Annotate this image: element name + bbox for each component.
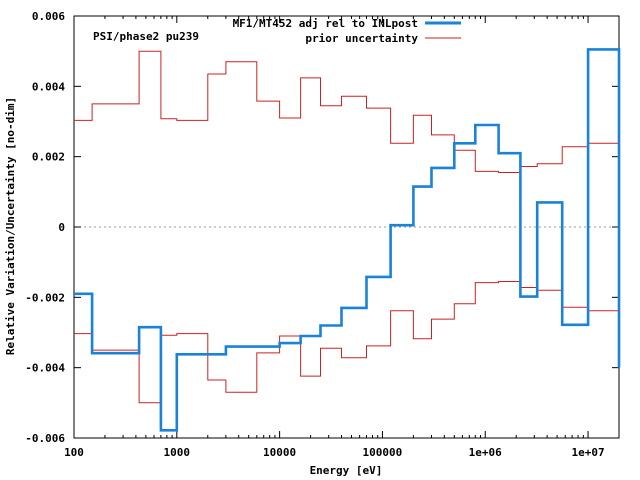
adjustment-series <box>74 48 621 432</box>
legend-label-adj: MF1/MT452 adj rel to INLpost <box>233 17 418 30</box>
prior-uncertainty-lower <box>74 281 620 404</box>
x-tick-label: 1e+06 <box>469 446 502 459</box>
y-tick-label: 0.002 <box>32 151 65 164</box>
x-tick-label: 100 <box>64 446 84 459</box>
prior-uncertainty-upper <box>74 50 620 173</box>
axis-ticks: 100 1000 10000 100000 1e+06 1e+07 0.006 0.004 0.… <box>25 10 620 459</box>
y-tick-label: -0.002 <box>25 291 65 304</box>
x-tick-label: 1000 <box>164 446 191 459</box>
y-tick-label: 0 <box>58 221 65 234</box>
y-tick-label: -0.004 <box>25 362 65 375</box>
y-tick-label: 0.006 <box>32 10 65 23</box>
x-tick-label: 100000 <box>363 446 403 459</box>
legend-label-prior: prior uncertainty <box>305 32 418 45</box>
plot-annotation: PSI/phase2 pu239 <box>93 30 199 43</box>
y-axis-label: Relative Variation/Uncertainty [no-dim] <box>4 97 17 355</box>
legend: MF1/MT452 adj rel to INLpost prior uncer… <box>233 17 461 45</box>
y-tick-label: -0.006 <box>25 432 65 445</box>
y-tick-label: 0.004 <box>32 80 65 93</box>
x-tick-label: 1e+07 <box>571 446 604 459</box>
x-axis-label: Energy [eV] <box>310 464 383 477</box>
series-layer <box>74 48 621 432</box>
x-tick-label: 10000 <box>263 446 296 459</box>
